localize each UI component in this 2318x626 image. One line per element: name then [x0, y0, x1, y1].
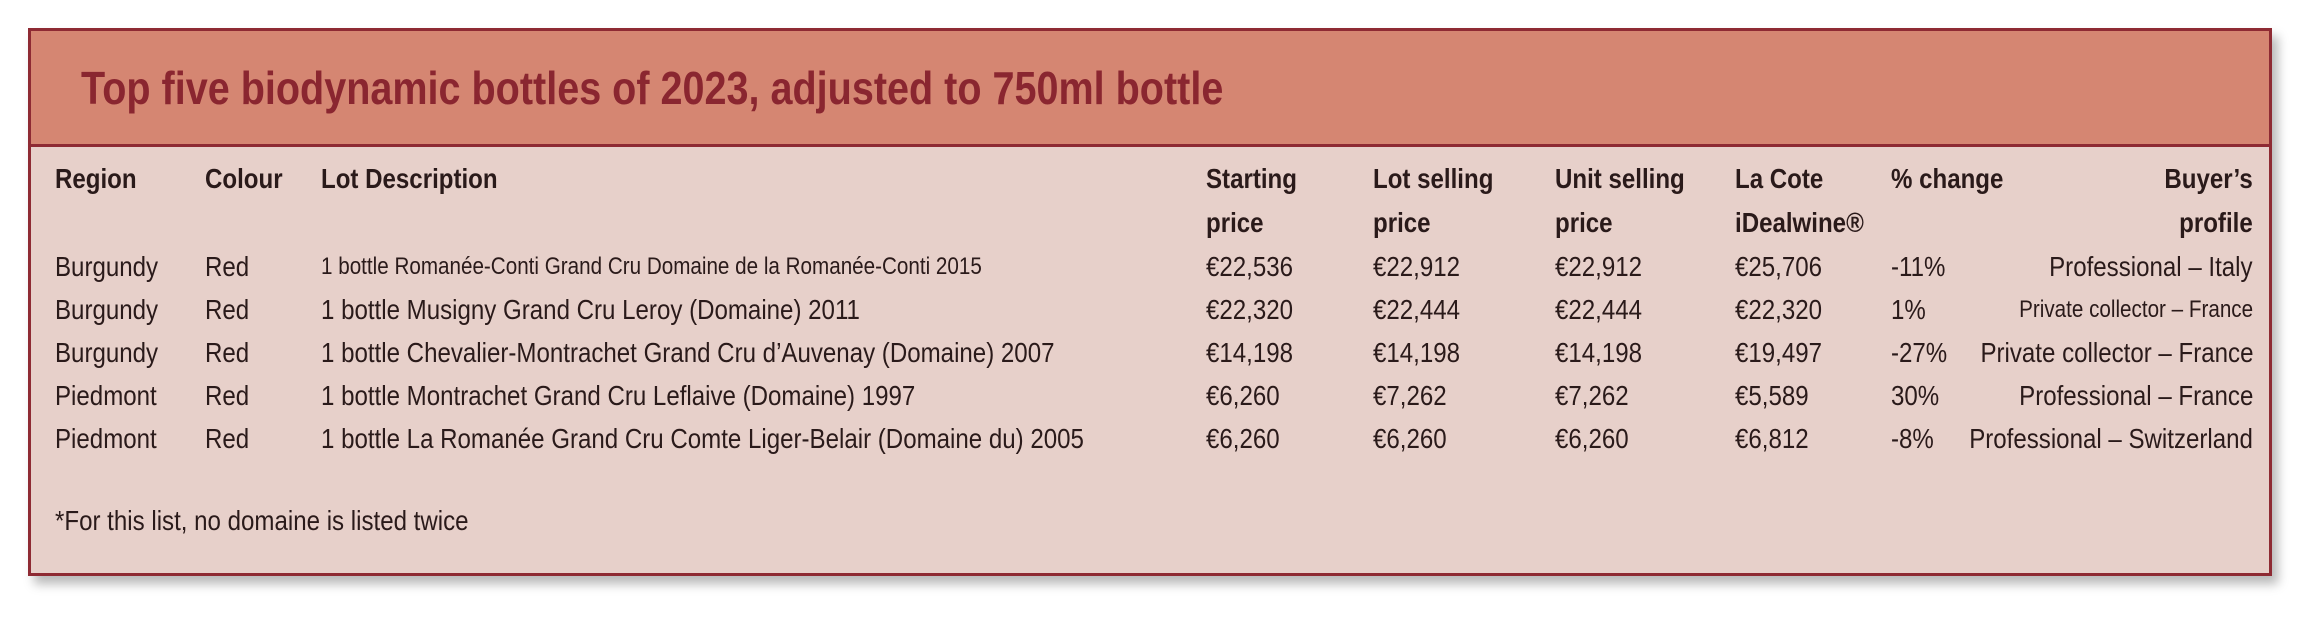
row-5-colour: Red — [205, 423, 250, 454]
column-header-buyer-profile-line2: profile — [2179, 207, 2253, 238]
column-header-region: Region — [55, 163, 137, 194]
table-panel: Top five biodynamic bottles of 2023, adj… — [28, 28, 2272, 576]
row-5-la-cote: €6,812 — [1735, 423, 1809, 454]
row-4-unit-selling-price: €7,262 — [1555, 380, 1629, 411]
row-4-pct-change: 30% — [1891, 380, 1940, 411]
row-1-lot-selling-price: €22,912 — [1373, 251, 1461, 282]
column-header-buyer-profile: Buyer’s profile — [2165, 157, 2253, 245]
column-header-unit-selling-price-line1: Unit selling — [1555, 163, 1685, 194]
row-2-la-cote: €22,320 — [1735, 294, 1823, 325]
row-4-lot-selling-price: €7,262 — [1373, 380, 1447, 411]
row-1-la-cote: €25,706 — [1735, 251, 1823, 282]
row-1-colour: Red — [205, 251, 250, 282]
row-2-colour: Red — [205, 294, 250, 325]
column-header-unit-selling-price: Unit selling price — [1555, 157, 1685, 245]
column-header-la-cote: La Cote iDealwine® — [1735, 157, 1864, 245]
row-3-lot-description: 1 bottle Chevalier-Montrachet Grand Cru … — [321, 337, 1055, 368]
column-header-pct-change: % change — [1891, 163, 2004, 194]
column-header-lot-selling-price: Lot selling price — [1373, 157, 1493, 245]
row-1-lot-description: 1 bottle Romanée-Conti Grand Cru Domaine… — [321, 253, 982, 280]
column-header-la-cote-line1: La Cote — [1735, 163, 1824, 194]
row-5-buyer-profile: Professional – Switzerland — [1969, 423, 2253, 454]
row-4-starting-price: €6,260 — [1206, 380, 1280, 411]
row-5-starting-price: €6,260 — [1206, 423, 1280, 454]
row-5-region: Piedmont — [55, 423, 157, 454]
row-4-colour: Red — [205, 380, 250, 411]
row-3-region: Burgundy — [55, 337, 159, 368]
row-4-region: Piedmont — [55, 380, 157, 411]
row-1-unit-selling-price: €22,912 — [1555, 251, 1643, 282]
row-3-unit-selling-price: €14,198 — [1555, 337, 1643, 368]
row-3-la-cote: €19,497 — [1735, 337, 1823, 368]
row-1-buyer-profile: Professional – Italy — [2049, 251, 2253, 282]
row-1-starting-price: €22,536 — [1206, 251, 1294, 282]
row-3-starting-price: €14,198 — [1206, 337, 1294, 368]
column-header-unit-selling-price-line2: price — [1555, 207, 1613, 238]
row-2-region: Burgundy — [55, 294, 159, 325]
row-2-lot-description: 1 bottle Musigny Grand Cru Leroy (Domain… — [321, 294, 860, 325]
row-2-lot-selling-price: €22,444 — [1373, 294, 1461, 325]
row-2-unit-selling-price: €22,444 — [1555, 294, 1643, 325]
row-5-lot-description: 1 bottle La Romanée Grand Cru Comte Lige… — [321, 423, 1084, 454]
column-header-starting-price: Starting price — [1206, 157, 1297, 245]
row-1-region: Burgundy — [55, 251, 159, 282]
row-4-lot-description: 1 bottle Montrachet Grand Cru Leflaive (… — [321, 380, 916, 411]
page-title: Top five biodynamic bottles of 2023, adj… — [81, 61, 1224, 114]
table-header-band: Top five biodynamic bottles of 2023, adj… — [31, 31, 2269, 147]
row-5-pct-change: -8% — [1891, 423, 1934, 454]
row-2-buyer-profile: Private collector – France — [2018, 296, 2253, 323]
row-3-pct-change: -27% — [1891, 337, 1948, 368]
column-header-lot-selling-price-line2: price — [1373, 207, 1431, 238]
column-header-starting-price-line2: price — [1206, 207, 1264, 238]
column-header-buyer-profile-line1: Buyer’s — [2164, 163, 2253, 194]
row-2-pct-change: 1% — [1891, 294, 1926, 325]
row-5-lot-selling-price: €6,260 — [1373, 423, 1447, 454]
column-header-lot-selling-price-line1: Lot selling — [1373, 163, 1494, 194]
row-4-la-cote: €5,589 — [1735, 380, 1809, 411]
row-3-buyer-profile: Private collector – France — [1979, 337, 2253, 368]
row-3-lot-selling-price: €14,198 — [1373, 337, 1461, 368]
column-header-colour: Colour — [205, 163, 283, 194]
row-1-pct-change: -11% — [1891, 251, 1946, 282]
footnote: *For this list, no domaine is listed twi… — [55, 505, 469, 536]
column-header-starting-price-line1: Starting — [1206, 163, 1297, 194]
row-5-unit-selling-price: €6,260 — [1555, 423, 1629, 454]
column-header-lot-description: Lot Description — [321, 163, 498, 194]
row-4-buyer-profile: Professional – France — [2018, 380, 2253, 411]
row-3-colour: Red — [205, 337, 250, 368]
row-2-starting-price: €22,320 — [1206, 294, 1294, 325]
column-header-la-cote-line2: iDealwine® — [1735, 207, 1864, 238]
